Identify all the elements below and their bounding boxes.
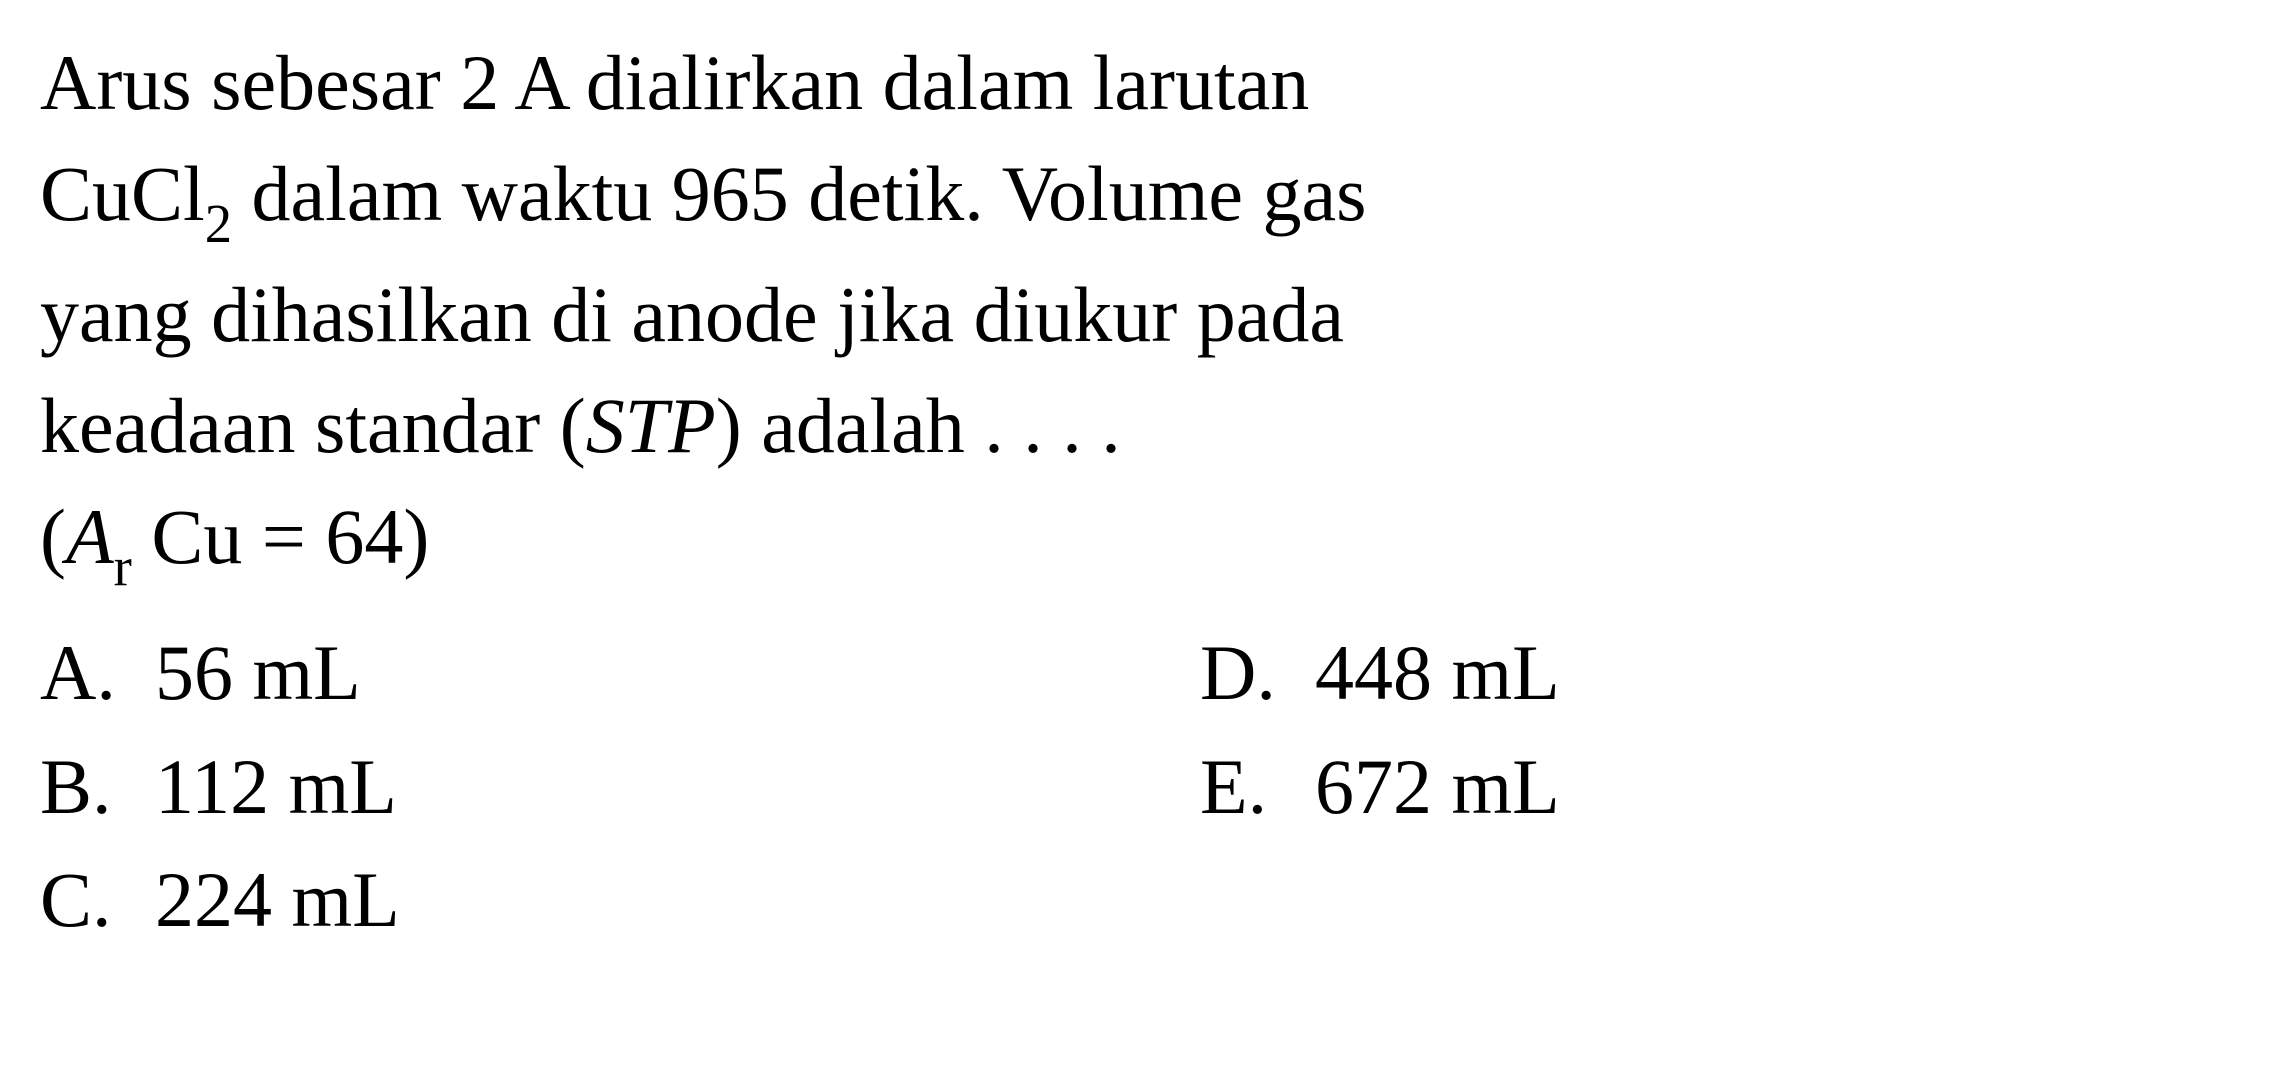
question-line-3: yang dihasilkan di anode jika diukur pad… bbox=[40, 262, 2237, 367]
question-line-1: Arus sebesar 2 A dialirkan dalam larutan bbox=[40, 30, 2237, 135]
options-right-column: D. 448 mL E. 672 mL bbox=[1200, 616, 2237, 955]
option-letter: A. bbox=[40, 616, 155, 729]
options-left-column: A. 56 mL B. 112 mL C. 224 mL bbox=[40, 616, 1200, 955]
option-value: 56 mL bbox=[155, 616, 361, 729]
text-segment: ) adalah . . . . bbox=[716, 382, 1121, 469]
text-segment: ( bbox=[40, 493, 66, 580]
text-segment: dalam waktu 965 detik. Volume gas bbox=[232, 150, 1366, 237]
option-e: E. 672 mL bbox=[1200, 730, 2237, 843]
text-segment: CuCl bbox=[40, 150, 205, 237]
option-letter: B. bbox=[40, 730, 155, 843]
option-letter: D. bbox=[1200, 616, 1315, 729]
subscript: r bbox=[114, 536, 132, 597]
italic-text: STP bbox=[586, 382, 716, 469]
option-value: 112 mL bbox=[155, 730, 397, 843]
option-d: D. 448 mL bbox=[1200, 616, 2237, 729]
question-line-2: CuCl2 dalam waktu 965 detik. Volume gas bbox=[40, 141, 2237, 255]
question-stem: Arus sebesar 2 A dialirkan dalam larutan… bbox=[40, 30, 2237, 598]
option-a: A. 56 mL bbox=[40, 616, 1200, 729]
option-c: C. 224 mL bbox=[40, 843, 1200, 956]
text-segment: Arus sebesar 2 A dialirkan dalam larutan bbox=[40, 39, 1309, 126]
answer-options: A. 56 mL B. 112 mL C. 224 mL D. 448 mL E… bbox=[40, 616, 2237, 955]
option-b: B. 112 mL bbox=[40, 730, 1200, 843]
option-value: 448 mL bbox=[1315, 616, 1560, 729]
text-segment: Cu = 64) bbox=[132, 493, 430, 580]
italic-text: A bbox=[66, 493, 114, 580]
question-line-5: (Ar Cu = 64) bbox=[40, 484, 2237, 598]
subscript: 2 bbox=[205, 193, 232, 254]
option-value: 672 mL bbox=[1315, 730, 1560, 843]
option-letter: E. bbox=[1200, 730, 1315, 843]
option-letter: C. bbox=[40, 843, 155, 956]
option-value: 224 mL bbox=[155, 843, 400, 956]
question-line-4: keadaan standar (STP) adalah . . . . bbox=[40, 373, 2237, 478]
text-segment: yang dihasilkan di anode jika diukur pad… bbox=[40, 271, 1344, 358]
text-segment: keadaan standar ( bbox=[40, 382, 586, 469]
